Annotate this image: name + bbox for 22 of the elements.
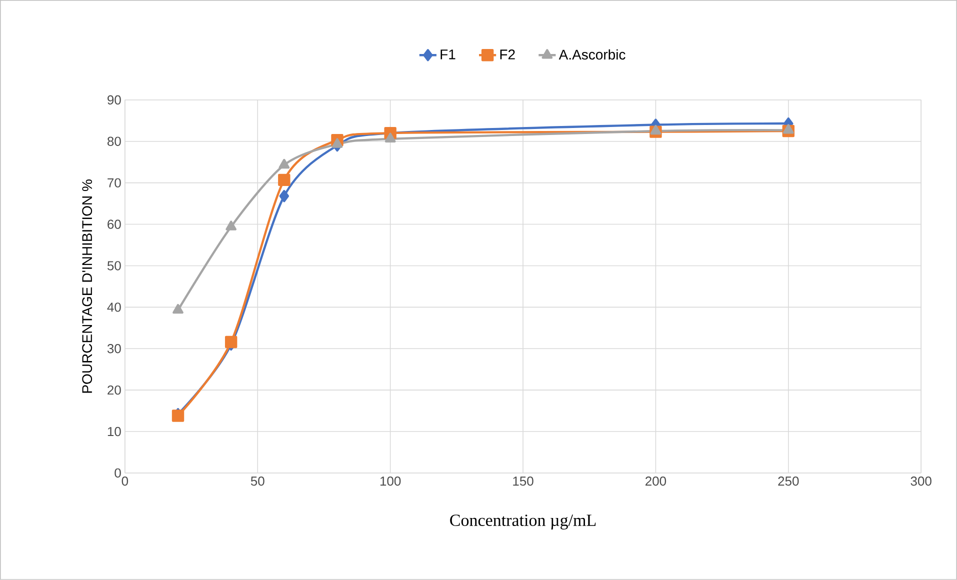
y-tick-label: 60 bbox=[108, 220, 121, 229]
legend-label: A.Ascorbic bbox=[558, 49, 626, 60]
y-tick-label: 50 bbox=[107, 261, 121, 270]
x-tick-label: 300 bbox=[910, 476, 932, 486]
y-tick-label: 80 bbox=[108, 136, 121, 146]
legend-label: F2 bbox=[500, 50, 515, 60]
y-axis-title: POURCENTAGE D'INHIBITION % bbox=[82, 180, 92, 393]
y-tick-label: 30 bbox=[107, 344, 121, 354]
x-tick-label: 150 bbox=[513, 476, 534, 486]
y-tick-label: 20 bbox=[108, 386, 121, 395]
x-tick-label: 200 bbox=[646, 476, 666, 486]
x-tick-label: 100 bbox=[380, 476, 401, 486]
y-tick-label: 10 bbox=[108, 426, 121, 436]
x-tick-label: 250 bbox=[778, 476, 799, 486]
x-tick-label: 50 bbox=[250, 476, 264, 486]
legend-label: F1 bbox=[440, 50, 456, 60]
y-tick-label: 40 bbox=[107, 302, 121, 312]
x-axis-title: Concentration µg/mL bbox=[450, 514, 596, 530]
y-tick-label: 0 bbox=[114, 468, 121, 478]
y-tick-label: 70 bbox=[108, 178, 121, 188]
x-tick-label: 0 bbox=[122, 476, 128, 486]
y-tick-label: 90 bbox=[108, 95, 121, 105]
